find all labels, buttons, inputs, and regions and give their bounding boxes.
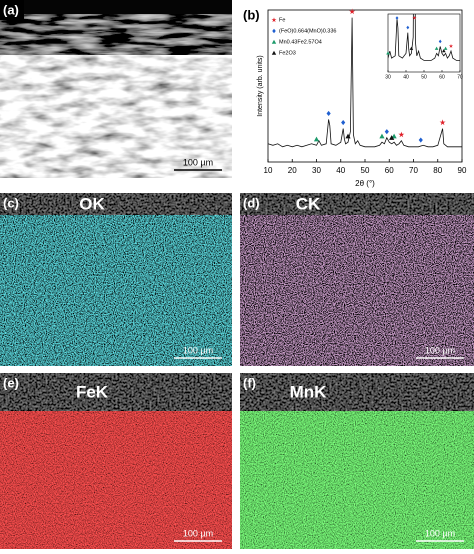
x-tick-label: 80 bbox=[433, 166, 442, 175]
element-title: FeK bbox=[76, 382, 109, 401]
phase-marker bbox=[438, 39, 442, 44]
phase-marker bbox=[412, 15, 417, 20]
eds-map bbox=[0, 193, 232, 366]
phase-marker bbox=[443, 46, 448, 50]
phase-marker bbox=[345, 133, 351, 139]
x-tick-label: 20 bbox=[288, 166, 297, 175]
xrd-pattern bbox=[267, 17, 462, 148]
legend-label: (FeO)0.664(MnO)0.336 bbox=[279, 28, 336, 34]
inset-x-tick-label: 60 bbox=[439, 74, 445, 80]
scale-label: 100 µm bbox=[183, 157, 213, 167]
inset-pattern bbox=[388, 14, 460, 61]
inset-x-tick-label: 70 bbox=[457, 74, 463, 80]
sem-top-edge bbox=[0, 0, 232, 14]
phase-marker bbox=[341, 119, 346, 126]
inset-x-tick-label: 40 bbox=[403, 74, 409, 80]
phase-marker bbox=[395, 16, 399, 20]
legend-label: Mn0.43Fe2.57O4 bbox=[279, 39, 322, 45]
phase-marker bbox=[271, 39, 277, 44]
panel-label: (a) bbox=[3, 2, 19, 17]
phase-marker bbox=[391, 133, 397, 139]
phase-marker bbox=[434, 46, 439, 50]
panel-label: (b) bbox=[243, 7, 260, 22]
map-top-region bbox=[0, 373, 232, 411]
x-tick-label: 90 bbox=[458, 166, 467, 175]
map-top-region bbox=[240, 193, 474, 215]
element-title: CK bbox=[296, 194, 321, 213]
phase-marker bbox=[272, 28, 276, 34]
phase-marker bbox=[379, 133, 385, 139]
panel-label: (c) bbox=[3, 195, 19, 210]
phase-marker bbox=[384, 129, 389, 135]
phase-marker bbox=[448, 44, 454, 48]
x-tick-label: 40 bbox=[336, 166, 345, 175]
phase-marker bbox=[271, 17, 277, 23]
legend-label: Fe2O3 bbox=[279, 50, 296, 56]
panel-label: (d) bbox=[243, 195, 260, 210]
phase-marker bbox=[418, 137, 423, 143]
map-top-region bbox=[0, 193, 232, 215]
y-axis-label: Intensity (arb. units) bbox=[257, 55, 264, 116]
map-top-region bbox=[240, 373, 474, 411]
phase-marker bbox=[409, 46, 414, 50]
legend-label: Fe bbox=[279, 17, 285, 23]
phase-marker bbox=[326, 110, 331, 117]
phase-marker bbox=[398, 131, 405, 138]
x-tick-label: 30 bbox=[312, 166, 321, 175]
x-tick-label: 70 bbox=[409, 166, 418, 175]
label-box bbox=[0, 0, 24, 20]
x-axis-label: 2θ (°) bbox=[355, 179, 375, 188]
phase-marker bbox=[313, 136, 320, 142]
element-title: MnK bbox=[290, 382, 328, 401]
scale-label: 100 µm bbox=[425, 345, 455, 355]
x-tick-label: 50 bbox=[361, 166, 370, 175]
phase-marker bbox=[389, 135, 395, 140]
scale-label: 100 µm bbox=[183, 345, 213, 355]
inset-x-tick-label: 30 bbox=[385, 74, 391, 80]
scale-label: 100 µm bbox=[183, 528, 213, 538]
phase-marker bbox=[442, 48, 446, 53]
inset-frame bbox=[387, 13, 461, 73]
inset-x-tick-label: 50 bbox=[421, 74, 427, 80]
panel-label: (f) bbox=[243, 375, 256, 390]
inset-plot bbox=[388, 14, 460, 61]
phase-marker bbox=[439, 119, 446, 126]
phase-marker bbox=[271, 50, 277, 55]
phase-marker bbox=[386, 51, 390, 55]
panel-label: (e) bbox=[3, 375, 19, 390]
phase-marker bbox=[406, 25, 410, 30]
scale-label: 100 µm bbox=[425, 528, 455, 538]
element-title: OK bbox=[79, 194, 105, 213]
phase-marker bbox=[349, 8, 356, 15]
x-tick-label: 60 bbox=[385, 166, 394, 175]
eds-map bbox=[240, 193, 474, 366]
x-tick-label: 10 bbox=[264, 166, 273, 175]
